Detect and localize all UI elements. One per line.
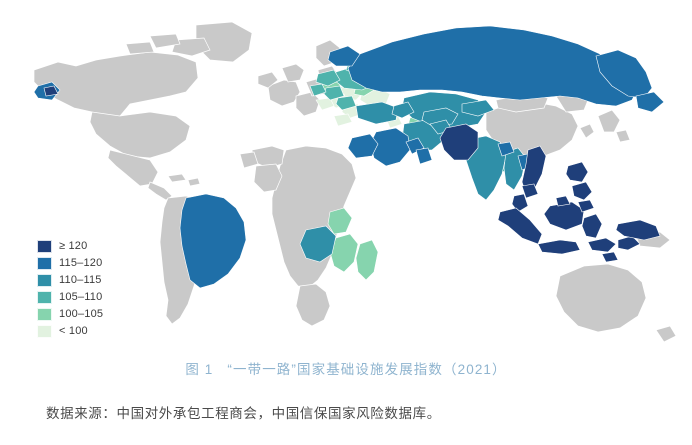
figure-caption: 图 1 “一带一路”国家基础设施发展指数（2021）	[0, 358, 692, 378]
legend-item-0: ≥ 120	[37, 238, 135, 255]
legend-swatch-gte120	[37, 240, 52, 253]
legend-label-gte120: ≥ 120	[59, 240, 88, 252]
map-legend: ≥ 120 115–120 110–115 105–110 100–105 <	[37, 236, 135, 343]
source-note: 数据来源：中国对外承包工程商会，中国信保国家风险数据库。	[46, 406, 441, 421]
world-map-svg: .nd { fill:#c9c9c9; stroke:#ffffff; stro…	[33, 22, 676, 342]
legend-label-lt100: < 100	[59, 325, 88, 337]
legend-swatch-110-115	[37, 274, 52, 287]
legend-item-2: 110–115	[37, 272, 135, 289]
legend-swatch-115-120	[37, 257, 52, 270]
legend-label-105-110: 105–110	[59, 291, 103, 303]
legend-item-1: 115–120	[37, 255, 135, 272]
legend-label-115-120: 115–120	[59, 257, 103, 269]
figure-caption-index: 图 1	[185, 362, 214, 377]
figure-caption-title: “一带一路”国家基础设施发展指数（2021）	[227, 362, 507, 377]
legend-item-5: < 100	[37, 323, 135, 340]
region-group-115-120	[179, 25, 665, 289]
legend-item-3: 105–110	[37, 289, 135, 306]
region-group-gte120	[33, 81, 661, 263]
legend-item-4: 100–105	[37, 306, 135, 323]
legend-label-100-105: 100–105	[59, 308, 104, 320]
legend-swatch-lt100	[37, 325, 52, 338]
choropleth-world-map: .nd { fill:#c9c9c9; stroke:#ffffff; stro…	[33, 22, 676, 343]
legend-label-110-115: 110–115	[59, 274, 102, 286]
legend-swatch-100-105	[37, 308, 52, 321]
legend-swatch-105-110	[37, 291, 52, 304]
